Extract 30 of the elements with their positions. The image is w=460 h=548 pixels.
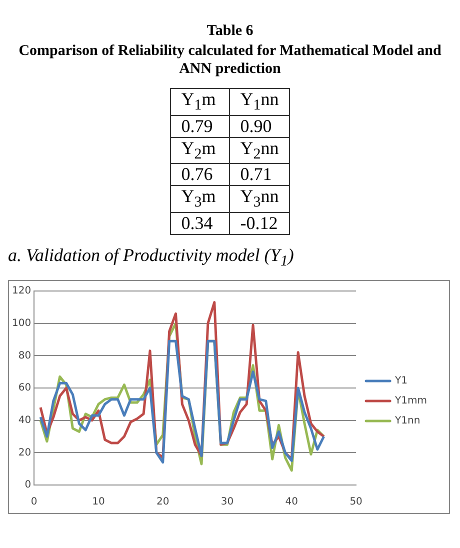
x-tick-label: 10 — [92, 496, 105, 508]
legend-label: Y1mm — [394, 396, 427, 407]
text: 0.90 — [230, 115, 290, 138]
text: -0.12 — [230, 212, 290, 234]
y-tick-label: 40 — [18, 415, 32, 426]
text: Comparison of Reliability calculated for Mathematical Model and ANN prediction — [18, 42, 442, 78]
text: Y$_{2}$nn — [230, 137, 290, 164]
y-tick-label: 60 — [18, 382, 32, 394]
text: 0.71 — [230, 164, 290, 186]
text: Y$_{3}$m — [170, 186, 230, 212]
text: Y$_{2}$m — [170, 137, 230, 164]
text: 0.79 — [170, 115, 230, 138]
caption: Table 6 — [206, 22, 254, 40]
text: 0.34 — [170, 212, 230, 234]
y-tick-label: 100 — [12, 318, 32, 330]
x-tick-label: 30 — [220, 496, 234, 508]
y-tick-label: 20 — [18, 448, 32, 459]
y-tick-label: 80 — [18, 350, 32, 362]
chart-title: a. Validation of Productivity model (Y$_{1}$) — [8, 244, 295, 270]
legend-label: Y1 — [394, 376, 408, 387]
x-tick-label: 20 — [156, 496, 170, 508]
text: 0.76 — [170, 164, 230, 186]
text: Y$_{1}$nn — [230, 88, 290, 116]
x-tick-label: 40 — [285, 496, 298, 508]
y-tick-label: 120 — [12, 286, 32, 297]
y-tick-label: 0 — [24, 480, 32, 491]
legend-label: Y1nn — [394, 416, 420, 427]
text: Y$_{3}$nn — [230, 186, 290, 212]
x-tick-label: 50 — [350, 496, 362, 508]
text: Y$_{1}$m — [170, 88, 230, 116]
